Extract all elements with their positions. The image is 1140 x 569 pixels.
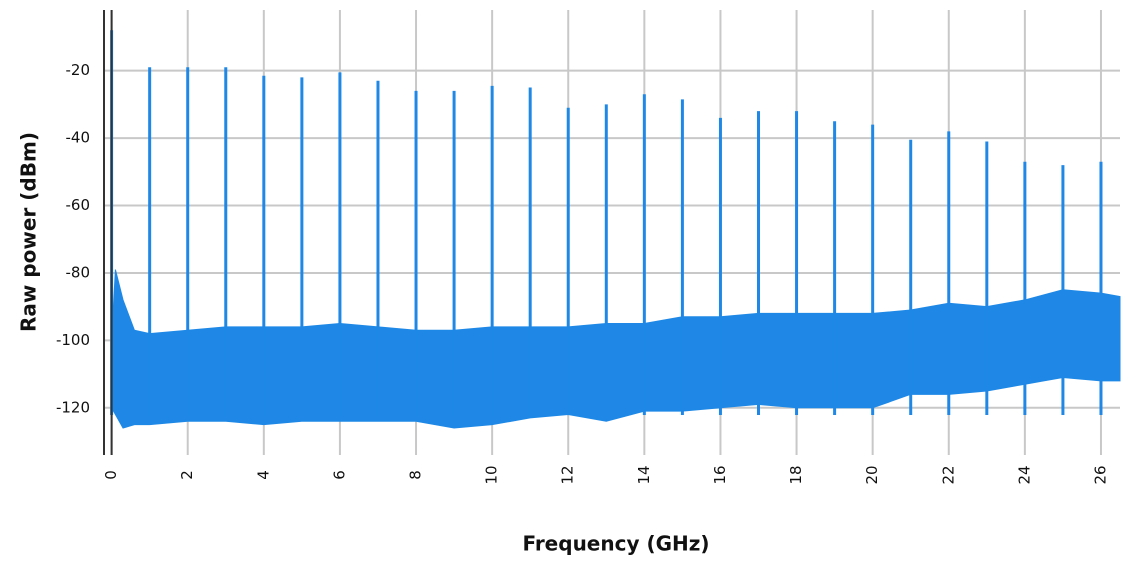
x-tick-label: 8: [407, 470, 425, 480]
x-tick-label: 24: [1015, 465, 1033, 484]
y-tick-label: -100: [56, 331, 90, 349]
x-tick-label: 18: [787, 465, 805, 484]
x-axis-title: Frequency (GHz): [522, 532, 709, 556]
y-axis-title: Raw power (dBm): [17, 132, 41, 332]
x-tick-label: 16: [711, 465, 729, 484]
x-tick-label: 20: [863, 465, 881, 484]
x-tick-label: 10: [483, 465, 501, 484]
y-tick-label: -80: [66, 263, 91, 281]
x-tick-label: 4: [254, 470, 272, 480]
y-tick-label: -40: [66, 129, 91, 147]
x-tick-label: 22: [939, 465, 957, 484]
x-tick-label: 26: [1091, 465, 1109, 484]
x-tick-label: 0: [102, 470, 120, 480]
y-tick-label: -20: [66, 61, 91, 79]
y-tick-label: -60: [66, 196, 91, 214]
x-tick-label: 6: [330, 470, 348, 480]
x-tick-label: 2: [178, 470, 196, 480]
x-tick-label: 12: [559, 465, 577, 484]
x-tick-label: 14: [635, 465, 653, 484]
noise-floor: [111, 269, 1121, 429]
y-tick-label: -120: [56, 398, 90, 416]
